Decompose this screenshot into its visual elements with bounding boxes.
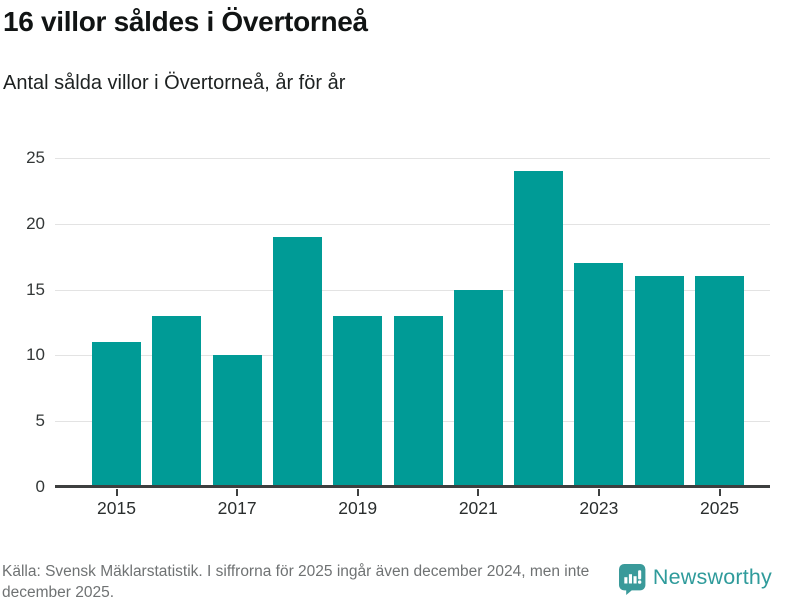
x-tick-2017 <box>236 489 239 496</box>
x-tick-2015 <box>115 489 118 496</box>
bar-2023 <box>574 263 624 487</box>
y-axis-label-0: 0 <box>35 477 45 496</box>
y-axis-label-5: 5 <box>35 411 45 431</box>
logo-wordmark: Newsworthy <box>652 565 772 589</box>
x-axis-line <box>55 485 770 488</box>
x-axis-label-2023: 2023 <box>579 498 619 518</box>
gridline-y-20 <box>55 223 770 225</box>
bar-2024 <box>634 276 684 487</box>
x-tick-2023 <box>597 489 600 496</box>
bar-2015 <box>92 342 141 487</box>
bar-2022 <box>514 171 564 487</box>
gridline-y-25 <box>55 158 770 159</box>
y-axis-label-25: 25 <box>26 148 45 167</box>
bar-2016 <box>152 315 202 487</box>
bar-chart-speech-bubble-icon <box>618 563 646 600</box>
bar-2019 <box>333 315 383 487</box>
bar-2017 <box>212 355 262 487</box>
x-tick-2025 <box>718 489 721 496</box>
x-axis-label-2017: 2017 <box>217 498 257 518</box>
x-axis-label-2019: 2019 <box>338 498 378 518</box>
x-axis-label-2025: 2025 <box>700 498 739 518</box>
x-axis-label-2015: 2015 <box>97 498 136 518</box>
bar-2018 <box>272 236 322 487</box>
plot-area <box>55 158 770 488</box>
page-title: 16 villor såldes i Övertorneå <box>3 6 368 37</box>
bar-2025 <box>695 276 744 487</box>
y-axis-label-20: 20 <box>26 213 45 233</box>
x-tick-2019 <box>356 489 359 496</box>
page-subtitle: Antal sålda villor i Övertorneå, år för … <box>3 72 346 94</box>
x-tick-2021 <box>477 489 480 496</box>
gridline-y-15 <box>55 289 770 291</box>
source-note: Källa: Svensk Mäklarstatistik. I siffror… <box>2 563 590 600</box>
newsworthy-logo: Newsworthy <box>618 563 772 600</box>
y-axis-label-10: 10 <box>26 345 45 365</box>
x-axis-label-2021: 2021 <box>458 498 498 518</box>
bar-2021 <box>453 289 503 487</box>
y-axis-label-15: 15 <box>26 279 45 299</box>
bar-2020 <box>393 315 443 487</box>
